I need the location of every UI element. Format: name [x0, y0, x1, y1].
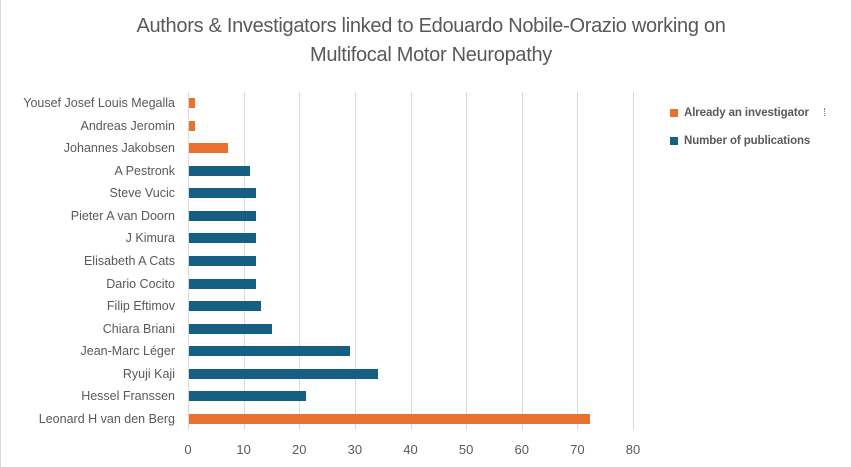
legend-swatch-orange [670, 109, 678, 117]
legend-label: Number of publications [684, 135, 811, 147]
gridline [577, 92, 579, 430]
y-category-label: Chiara Briani [102, 321, 175, 336]
chart-title-line-2: Multifocal Motor Neuropathy [309, 44, 552, 66]
y-category-label: Andreas Jeromin [80, 118, 176, 133]
x-tick-label: 30 [347, 442, 363, 457]
gridline [354, 92, 356, 430]
bar[interactable] [189, 143, 228, 154]
chart-title-line-1: Authors & Investigators linked to Edouar… [136, 15, 726, 37]
bar[interactable] [189, 368, 379, 379]
legend-item-number-of-publications[interactable]: Number of publications [670, 132, 810, 150]
y-category-label: Dario Cocito [106, 276, 175, 291]
bar[interactable] [189, 233, 256, 244]
bar[interactable] [189, 346, 351, 357]
bar[interactable] [189, 413, 590, 424]
gridline [188, 92, 189, 430]
y-category-label: Leonard H van den Berg [38, 411, 175, 426]
bar[interactable] [189, 323, 273, 334]
chart-frame-border [0, 0, 1, 467]
y-category-label: Yousef Josef Louis Megalla [23, 96, 175, 111]
gridline [633, 92, 634, 430]
gridline [521, 92, 523, 430]
y-category-label: Jean-Marc Léger [80, 344, 176, 359]
y-category-label: Filip Eftimov [106, 299, 175, 314]
y-category-label: Hessel Franssen [81, 389, 175, 404]
bar[interactable] [189, 301, 262, 312]
y-category-label: Johannes Jakobsen [63, 141, 175, 156]
resize-handle-icon[interactable] [824, 108, 826, 116]
bar[interactable] [189, 165, 251, 176]
y-category-label: J Kimura [125, 231, 175, 246]
bar[interactable] [189, 210, 256, 221]
bar[interactable] [189, 120, 195, 131]
bar[interactable] [189, 98, 195, 109]
x-tick-label: 80 [625, 442, 641, 457]
legend-label: Already an investigator [684, 107, 809, 119]
x-tick-label: 50 [458, 442, 474, 457]
y-category-label: Steve Vucic [109, 186, 175, 201]
x-tick-label: 70 [570, 442, 585, 457]
bar[interactable] [189, 256, 256, 266]
legend-swatch-blue [670, 137, 678, 145]
y-category-label: Ryuji Kaji [122, 366, 175, 381]
y-category-label: A Pestronk [114, 163, 175, 178]
legend: Already an investigator Number of public… [670, 104, 810, 160]
x-tick-label: 20 [292, 442, 307, 457]
legend-item-already-investigator[interactable]: Already an investigator [670, 104, 810, 122]
bar[interactable] [189, 278, 256, 289]
x-tick-label: 10 [236, 442, 251, 457]
gridline [466, 92, 468, 430]
plot-area [188, 92, 634, 430]
x-tick-label: 40 [403, 442, 418, 457]
y-category-label: Pieter A van Doorn [70, 208, 175, 223]
gridline [299, 92, 301, 430]
x-tick-label: 60 [514, 442, 529, 457]
chart-title: Authors & Investigators linked to Edouar… [0, 12, 851, 70]
bar[interactable] [189, 391, 306, 402]
x-tick-label: 0 [184, 442, 192, 457]
gridline [410, 92, 412, 430]
y-category-label: Elisabeth A Cats [83, 254, 175, 268]
bar[interactable] [189, 188, 256, 199]
